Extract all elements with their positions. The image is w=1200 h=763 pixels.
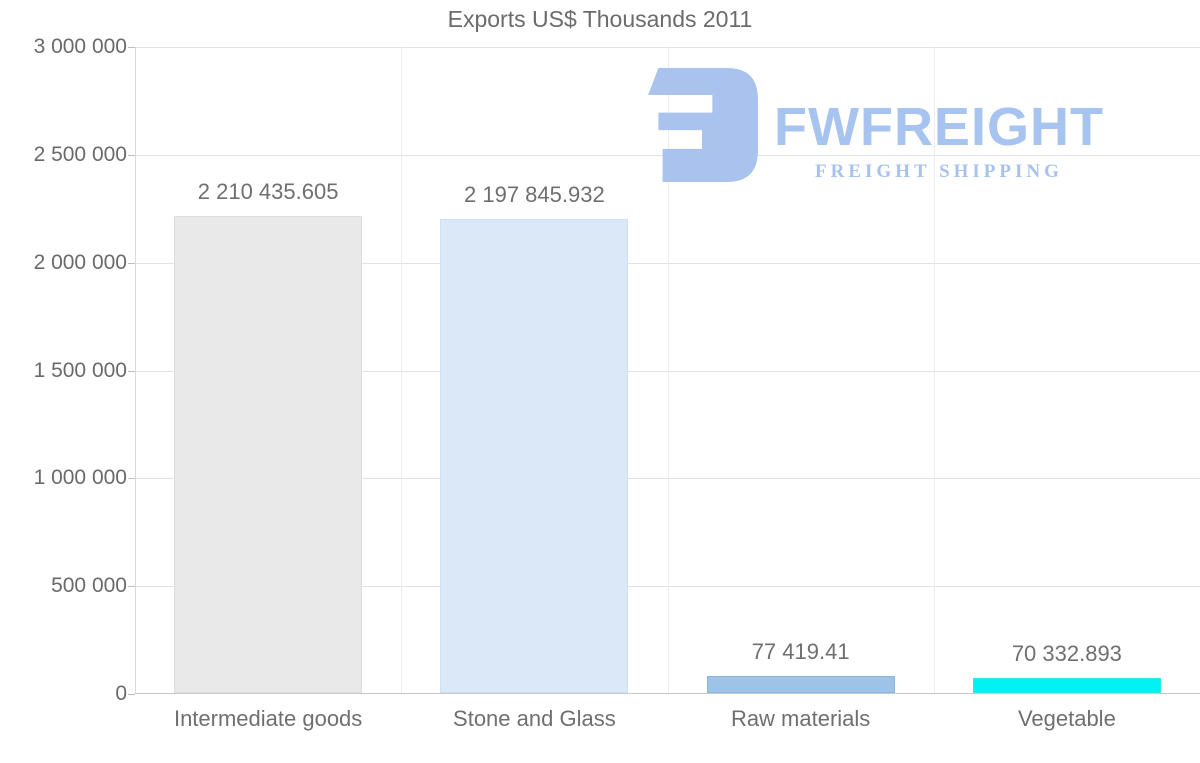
watermark-text-column: FWFREIGHT FREIGHT SHIPPING (774, 68, 1104, 183)
v-gridline (667, 47, 669, 694)
y-axis-label: 2 500 000 (33, 142, 127, 166)
brand-watermark: FWFREIGHT FREIGHT SHIPPING (648, 68, 1104, 183)
chart-title: Exports US$ Thousands 2011 (447, 6, 753, 32)
bar-value-label: 77 419.41 (751, 639, 850, 665)
watermark-tagline-text: FREIGHT SHIPPING (815, 161, 1063, 182)
x-axis-label: Intermediate goods (173, 706, 363, 731)
x-axis-label: Stone and Glass (453, 706, 616, 731)
bar (706, 676, 895, 693)
y-axis-tick (128, 478, 135, 480)
bar (972, 677, 1161, 693)
x-axis-line (135, 693, 1200, 694)
v-gridline (933, 47, 935, 694)
y-axis-tick (128, 154, 135, 156)
y-axis-label: 0 (115, 682, 127, 705)
y-axis-label: 2 000 000 (33, 250, 127, 274)
y-axis-label: 3 000 000 (33, 35, 127, 58)
x-axis-label: Raw materials (730, 706, 871, 731)
x-axis-label: Vegetable (1017, 706, 1116, 731)
bar-value-label: 2 197 845.932 (464, 182, 605, 207)
y-axis-tick (128, 370, 135, 372)
bar-value-label: 70 332.893 (1011, 640, 1122, 666)
bar-value-label: 2 210 435.605 (197, 179, 339, 205)
y-axis-label: 1 000 000 (33, 466, 127, 490)
v-gridline (401, 47, 403, 694)
watermark-brand-text: FWFREIGHT (774, 97, 1104, 157)
y-axis-label: 500 000 (51, 574, 127, 598)
y-axis-label: 1 500 000 (33, 358, 127, 382)
y-axis-line (135, 47, 136, 694)
y-axis-tick (128, 694, 135, 695)
bar (174, 216, 363, 693)
y-axis-tick (128, 47, 135, 48)
plot-area: 0 500 000 1 000 000 1 500 000 2 000 000 2 500… (34, 35, 1200, 705)
y-axis-tick (128, 586, 135, 588)
y-axis-tick (128, 262, 135, 264)
bar (440, 219, 629, 693)
fwfreight-logo-icon (648, 68, 758, 182)
